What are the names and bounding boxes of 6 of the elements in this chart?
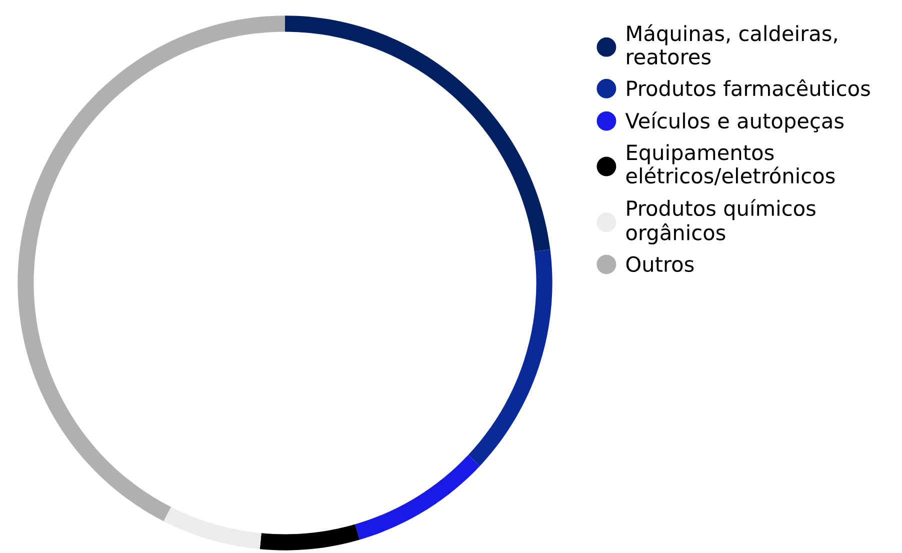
legend-label: Produtos farmacêuticos — [627, 79, 870, 96]
legend-label: Equipamentos elétricos/eletrónicos — [626, 144, 835, 186]
legend-label: Produtos químicos orgânicos — [626, 199, 816, 244]
legend-label: Outros — [626, 256, 694, 272]
legend-label: Veículos e autopeças — [625, 112, 844, 133]
legend-label: Máquinas, caldeiras, reatores — [627, 24, 837, 65]
